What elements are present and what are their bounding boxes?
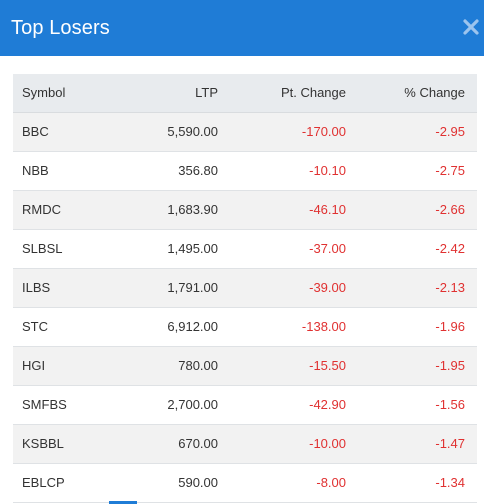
cell-symbol[interactable]: STC bbox=[13, 307, 113, 347]
cell-symbol[interactable]: BBC bbox=[13, 112, 113, 152]
losers-table-container: Symbol LTP Pt. Change % Change BBC 5,590… bbox=[13, 74, 477, 503]
cell-ltp: 356.80 bbox=[113, 151, 222, 191]
cell-pt-change: -8.00 bbox=[222, 463, 354, 503]
cell-pct-change: -1.56 bbox=[354, 385, 477, 425]
table-row[interactable]: STC 6,912.00 -138.00 -1.96 bbox=[13, 307, 477, 347]
cell-symbol[interactable]: RMDC bbox=[13, 190, 113, 230]
header-pt-change[interactable]: Pt. Change bbox=[222, 74, 354, 113]
table-row[interactable]: SLBSL 1,495.00 -37.00 -2.42 bbox=[13, 229, 477, 269]
table-row[interactable]: BBC 5,590.00 -170.00 -2.95 bbox=[13, 112, 477, 152]
cell-pct-change: -1.47 bbox=[354, 424, 477, 464]
cell-pt-change: -138.00 bbox=[222, 307, 354, 347]
table-header-row: Symbol LTP Pt. Change % Change bbox=[13, 74, 477, 113]
cell-symbol[interactable]: NBB bbox=[13, 151, 113, 191]
table-row[interactable]: ILBS 1,791.00 -39.00 -2.13 bbox=[13, 268, 477, 308]
cell-pt-change: -15.50 bbox=[222, 346, 354, 386]
pagination-indicator[interactable] bbox=[109, 501, 137, 504]
cell-ltp: 670.00 bbox=[113, 424, 222, 464]
cell-pct-change: -1.34 bbox=[354, 463, 477, 503]
cell-symbol[interactable]: EBLCP bbox=[13, 463, 113, 503]
header-symbol[interactable]: Symbol bbox=[13, 74, 113, 113]
cell-ltp: 6,912.00 bbox=[113, 307, 222, 347]
cell-pct-change: -2.75 bbox=[354, 151, 477, 191]
cell-symbol[interactable]: HGI bbox=[13, 346, 113, 386]
close-icon bbox=[463, 19, 479, 35]
table-row[interactable]: NBB 356.80 -10.10 -2.75 bbox=[13, 151, 477, 191]
cell-ltp: 2,700.00 bbox=[113, 385, 222, 425]
close-button[interactable] bbox=[462, 18, 480, 36]
table-row[interactable]: RMDC 1,683.90 -46.10 -2.66 bbox=[13, 190, 477, 230]
cell-ltp: 1,495.00 bbox=[113, 229, 222, 269]
cell-pt-change: -170.00 bbox=[222, 112, 354, 152]
cell-pt-change: -46.10 bbox=[222, 190, 354, 230]
cell-ltp: 780.00 bbox=[113, 346, 222, 386]
cell-symbol[interactable]: SLBSL bbox=[13, 229, 113, 269]
cell-symbol[interactable]: SMFBS bbox=[13, 385, 113, 425]
cell-ltp: 1,791.00 bbox=[113, 268, 222, 308]
table-row[interactable]: EBLCP 590.00 -8.00 -1.34 bbox=[13, 463, 477, 503]
cell-pct-change: -2.13 bbox=[354, 268, 477, 308]
losers-table: Symbol LTP Pt. Change % Change BBC 5,590… bbox=[13, 74, 477, 503]
cell-symbol[interactable]: KSBBL bbox=[13, 424, 113, 464]
cell-pct-change: -2.95 bbox=[354, 112, 477, 152]
table-row[interactable]: KSBBL 670.00 -10.00 -1.47 bbox=[13, 424, 477, 464]
cell-pct-change: -2.42 bbox=[354, 229, 477, 269]
cell-pt-change: -42.90 bbox=[222, 385, 354, 425]
modal-title: Top Losers bbox=[11, 16, 110, 39]
cell-ltp: 590.00 bbox=[113, 463, 222, 503]
cell-pt-change: -10.10 bbox=[222, 151, 354, 191]
cell-symbol[interactable]: ILBS bbox=[13, 268, 113, 308]
cell-pt-change: -37.00 bbox=[222, 229, 354, 269]
cell-ltp: 1,683.90 bbox=[113, 190, 222, 230]
header-pct-change[interactable]: % Change bbox=[354, 74, 477, 113]
header-ltp[interactable]: LTP bbox=[113, 74, 222, 113]
table-row[interactable]: HGI 780.00 -15.50 -1.95 bbox=[13, 346, 477, 386]
modal-header: Top Losers bbox=[0, 0, 484, 56]
cell-pct-change: -1.95 bbox=[354, 346, 477, 386]
cell-pct-change: -2.66 bbox=[354, 190, 477, 230]
cell-pct-change: -1.96 bbox=[354, 307, 477, 347]
cell-pt-change: -10.00 bbox=[222, 424, 354, 464]
cell-pt-change: -39.00 bbox=[222, 268, 354, 308]
cell-ltp: 5,590.00 bbox=[113, 112, 222, 152]
table-row[interactable]: SMFBS 2,700.00 -42.90 -1.56 bbox=[13, 385, 477, 425]
